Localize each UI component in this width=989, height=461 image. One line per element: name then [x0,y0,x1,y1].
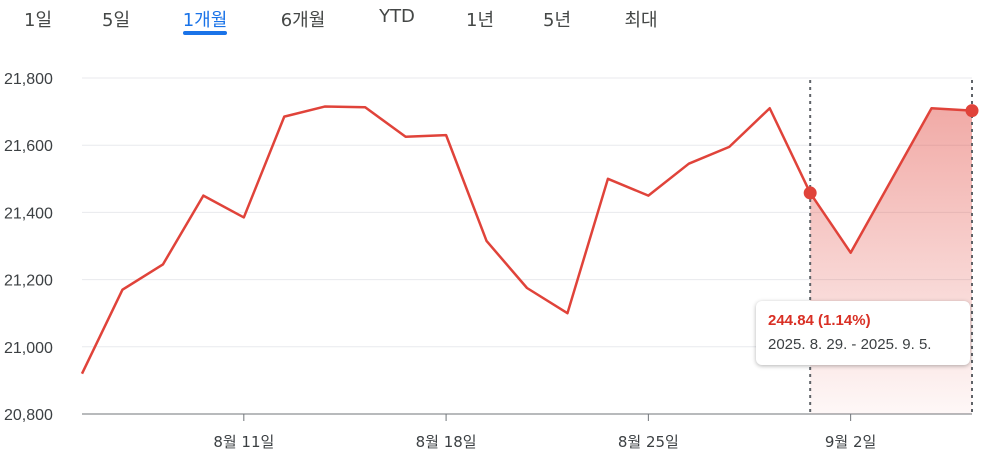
x-tick-label: 9월 2일 [825,433,876,451]
x-tick-label: 8월 25일 [618,433,679,451]
active-tab-underline [183,31,227,35]
x-tick-label: 8월 11일 [213,433,274,451]
tab-1[interactable]: 5일 [101,10,131,31]
tab-5[interactable]: 1년 [465,10,495,31]
y-tick-label: 20,800 [4,407,53,424]
y-tick-label: 21,400 [4,205,53,222]
tab-2[interactable]: 1개월 [182,10,228,31]
selection-tooltip: 244.84 (1.14%) 2025. 8. 29. - 2025. 9. 5… [756,301,970,365]
tab-6[interactable]: 5년 [542,10,572,31]
y-tick-label: 21,200 [4,273,53,290]
y-tick-label: 21,600 [4,138,53,155]
selection-end-point [965,104,979,118]
tab-3[interactable]: 6개월 [280,10,326,31]
x-tick-label: 8월 18일 [416,433,477,451]
tab-7[interactable]: 최대 [624,10,658,31]
y-tick-label: 21,000 [4,340,53,357]
tooltip-date-range: 2025. 8. 29. - 2025. 9. 5. [768,336,932,353]
price-line [80,105,973,375]
tab-4[interactable]: YTD [379,6,415,27]
tooltip-change: 244.84 (1.14%) [768,312,871,329]
selection-area [810,108,972,415]
tab-0[interactable]: 1일 [23,10,53,31]
y-tick-label: 21,800 [4,71,53,88]
range-tabs: 1일 5일 1개월 6개월 YTD 1년 5년 최대 [0,0,989,40]
selection-start-point [803,186,817,200]
